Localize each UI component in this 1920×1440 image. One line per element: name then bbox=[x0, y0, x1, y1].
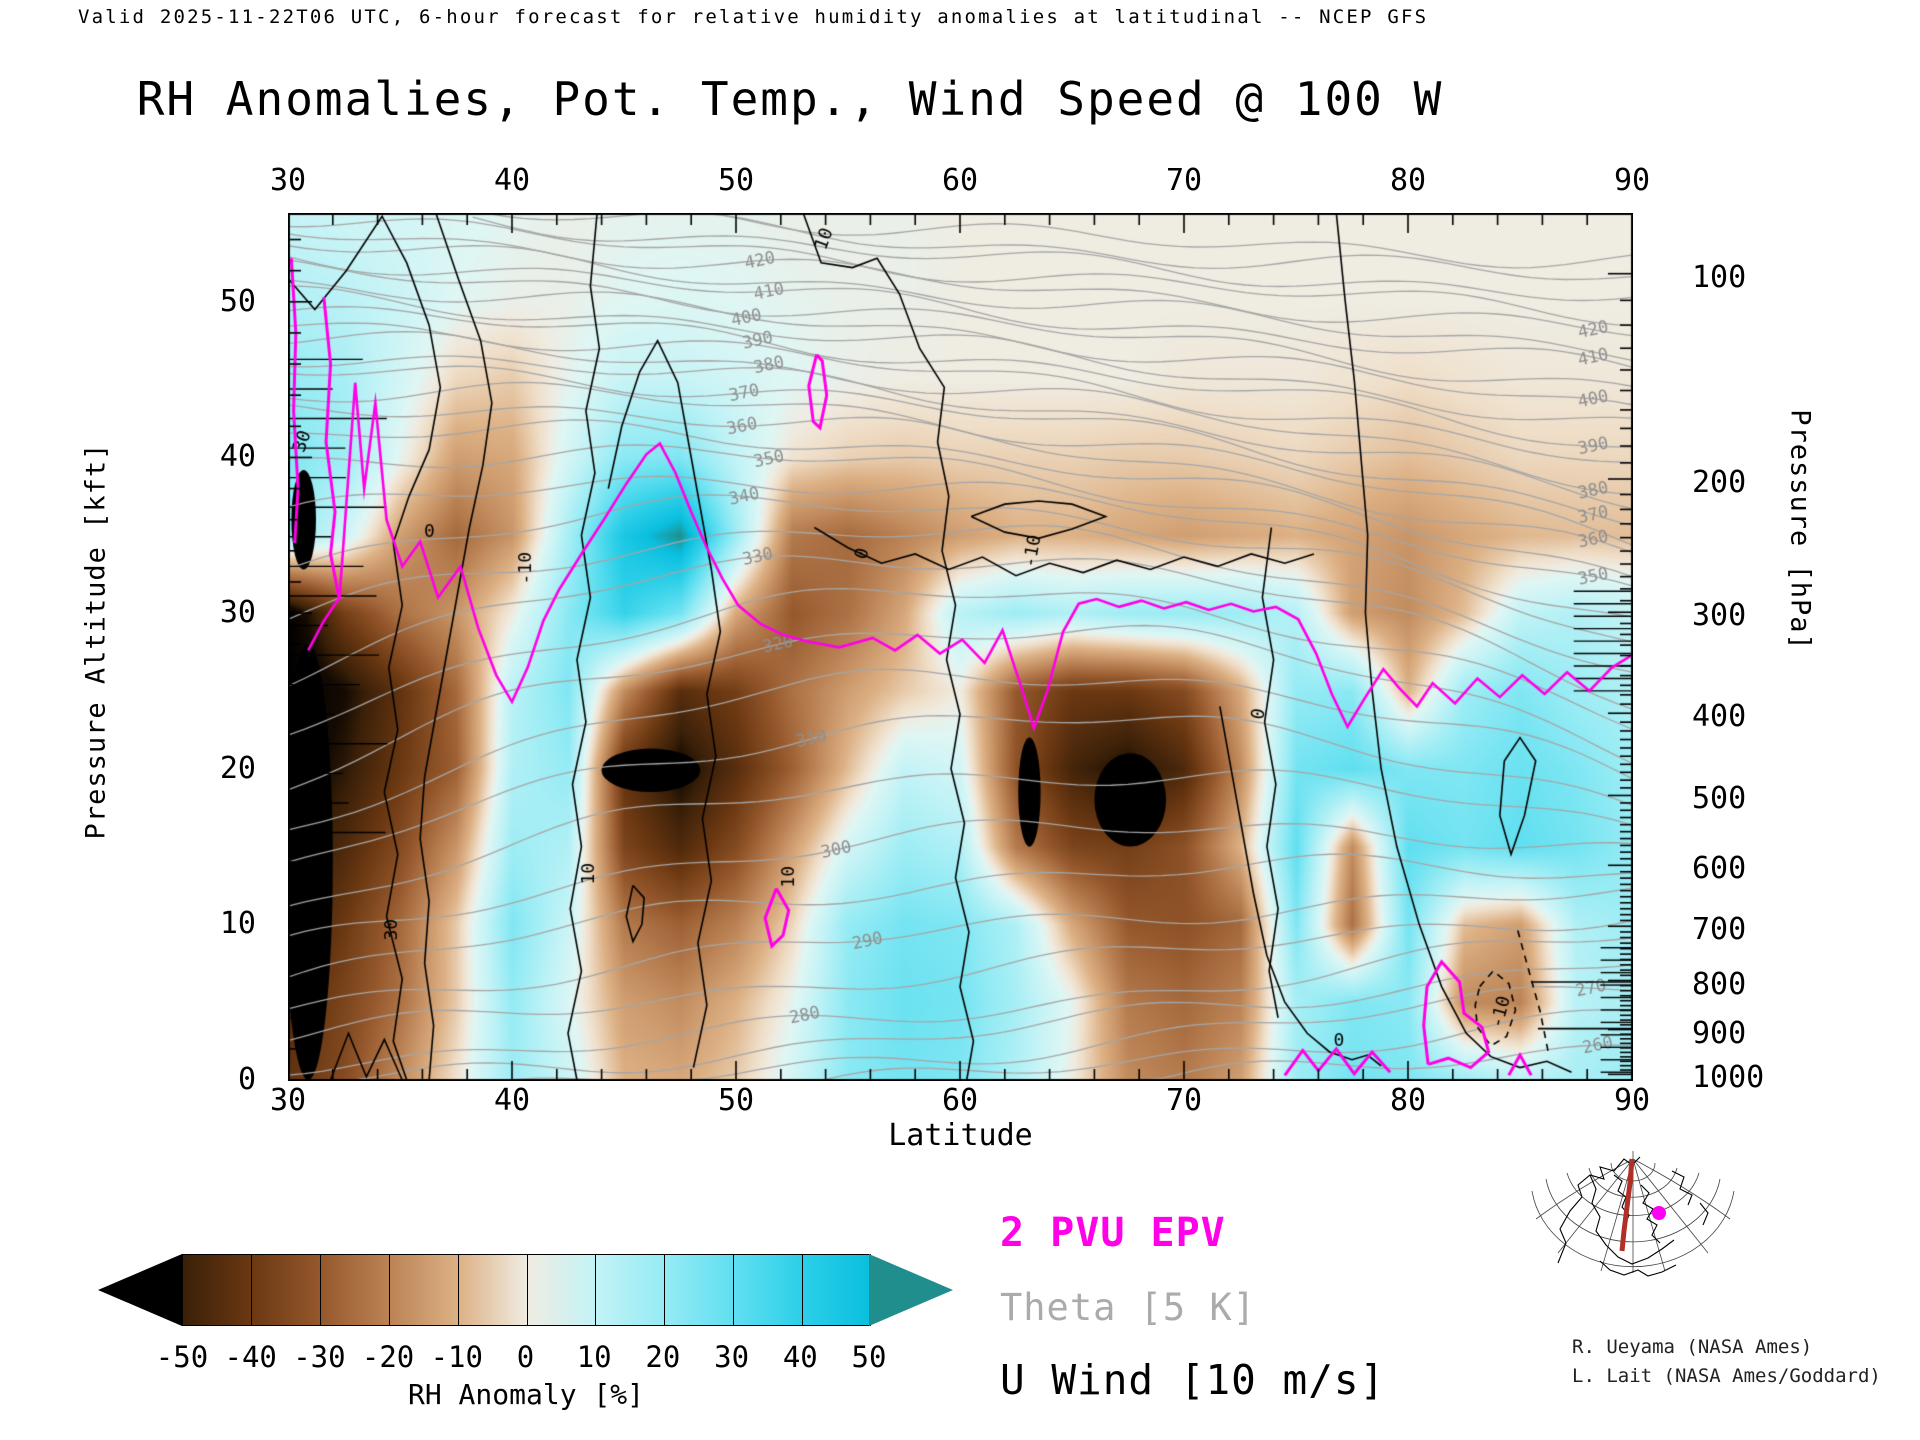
x-tick-label-bottom: 90 bbox=[1613, 1083, 1651, 1118]
colorbar-segment bbox=[250, 1255, 320, 1325]
colorbar-tick-label: -10 bbox=[430, 1340, 483, 1374]
colorbar-segment bbox=[664, 1255, 734, 1325]
y-right-tick-label: 300 bbox=[1692, 598, 1747, 634]
map-cross-section-track bbox=[1619, 1158, 1635, 1252]
x-tick-label-top: 50 bbox=[717, 163, 755, 198]
colorbar-tick-label: -40 bbox=[224, 1340, 277, 1374]
x-tick-label-bottom: 50 bbox=[717, 1083, 755, 1118]
y-left-tick-label: 30 bbox=[219, 595, 256, 631]
y-right-axis-title: Pressure [hPa] bbox=[1784, 409, 1816, 651]
y-right-tick-label: 800 bbox=[1692, 966, 1747, 1002]
colorbar-tick-label: 40 bbox=[782, 1340, 818, 1374]
legend-uwind: U Wind [10 m/s] bbox=[1000, 1356, 1386, 1404]
credit-line-2: L. Lait (NASA Ames/Goddard) bbox=[1572, 1365, 1881, 1387]
colorbar-tick-label: 10 bbox=[576, 1340, 612, 1374]
valid-time-line: Valid 2025-11-22T06 UTC, 6-hour forecast… bbox=[78, 6, 1429, 28]
colorbar-tick-label: -30 bbox=[293, 1340, 346, 1374]
x-tick-label-bottom: 60 bbox=[941, 1083, 979, 1118]
colorbar-left-arrow bbox=[98, 1254, 182, 1326]
colorbar-segment bbox=[733, 1255, 803, 1325]
rh-anomaly-colorbar bbox=[98, 1254, 954, 1326]
x-tick-label-top: 80 bbox=[1389, 163, 1427, 198]
colorbar-segment bbox=[319, 1255, 389, 1325]
colorbar-tick-label: 20 bbox=[645, 1340, 681, 1374]
colorbar-tick-label: 0 bbox=[516, 1340, 535, 1374]
colorbar-right-arrow bbox=[869, 1254, 953, 1326]
y-left-tick-label: 10 bbox=[219, 906, 256, 942]
y-left-tick-label: 20 bbox=[219, 750, 256, 786]
y-right-tick-label: 100 bbox=[1692, 259, 1747, 295]
x-tick-label-top: 30 bbox=[269, 163, 307, 198]
colorbar-tick-label: -20 bbox=[361, 1340, 415, 1374]
y-right-tick-label: 700 bbox=[1692, 912, 1747, 948]
map-location-dot bbox=[1652, 1206, 1666, 1220]
inset-location-map bbox=[1531, 1151, 1735, 1277]
colorbar-segment bbox=[526, 1255, 596, 1325]
x-tick-label-top: 60 bbox=[941, 163, 979, 198]
credit-line-1: R. Ueyama (NASA Ames) bbox=[1572, 1336, 1813, 1358]
x-tick-label-bottom: 30 bbox=[269, 1083, 307, 1118]
colorbar-tick-label: 50 bbox=[851, 1340, 887, 1374]
x-tick-label-bottom: 70 bbox=[1165, 1083, 1203, 1118]
colorbar-segment bbox=[457, 1255, 527, 1325]
y-left-tick-label: 50 bbox=[219, 283, 256, 319]
y-right-tick-label: 1000 bbox=[1692, 1060, 1765, 1096]
colorbar-tick-label: 30 bbox=[714, 1340, 750, 1374]
x-axis-title: Latitude bbox=[888, 1118, 1033, 1153]
y-left-tick-label: 40 bbox=[219, 439, 256, 475]
x-tick-label-top: 90 bbox=[1613, 163, 1651, 198]
colorbar-tick-label: -50 bbox=[155, 1340, 209, 1374]
x-tick-label-top: 70 bbox=[1165, 163, 1203, 198]
y-right-tick-label: 500 bbox=[1692, 781, 1747, 817]
colorbar-bar bbox=[182, 1254, 871, 1326]
page-title: RH Anomalies, Pot. Temp., Wind Speed @ 1… bbox=[136, 72, 1444, 126]
x-tick-label-bottom: 80 bbox=[1389, 1083, 1427, 1118]
colorbar-segment bbox=[802, 1255, 871, 1325]
legend-epv: 2 PVU EPV bbox=[1000, 1210, 1226, 1256]
y-right-tick-label: 200 bbox=[1692, 464, 1747, 500]
x-tick-label-bottom: 40 bbox=[493, 1083, 531, 1118]
rh-cross-section-plot bbox=[288, 213, 1633, 1081]
colorbar-label: RH Anomaly [%] bbox=[407, 1378, 644, 1411]
y-left-tick-label: 0 bbox=[237, 1062, 256, 1097]
legend-theta: Theta [5 K] bbox=[1000, 1286, 1257, 1329]
x-tick-label-top: 40 bbox=[493, 163, 531, 198]
y-right-tick-label: 400 bbox=[1692, 699, 1747, 735]
y-right-tick-label: 600 bbox=[1692, 851, 1747, 887]
colorbar-segment bbox=[388, 1255, 458, 1325]
colorbar-segment bbox=[183, 1255, 251, 1325]
y-right-tick-label: 900 bbox=[1692, 1015, 1747, 1051]
colorbar-segment bbox=[595, 1255, 665, 1325]
